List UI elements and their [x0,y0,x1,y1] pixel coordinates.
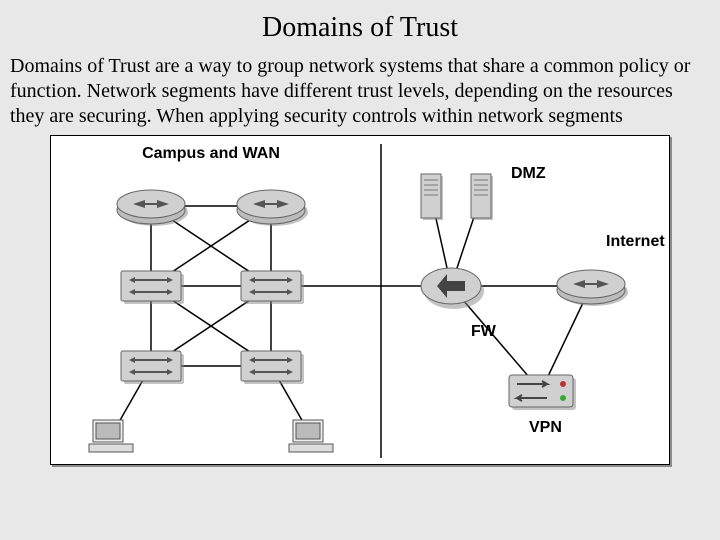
svg-text:DMZ: DMZ [511,165,546,182]
description-text: Domains of Trust are a way to group netw… [0,54,720,135]
svg-text:Campus and WAN: Campus and WAN [142,145,280,162]
page-title: Domains of Trust [0,0,720,54]
svg-text:FW: FW [471,323,497,340]
svg-text:VPN: VPN [529,419,562,436]
svg-text:Internet: Internet [606,233,665,250]
network-diagram: Campus and WAN DMZ Internet FW VPN [50,135,670,465]
